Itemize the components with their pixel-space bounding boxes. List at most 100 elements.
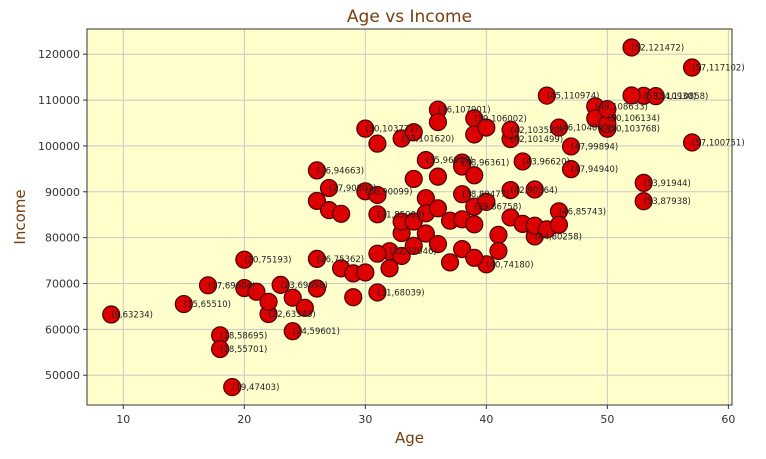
data-point-label: (46,85743) [559,207,606,217]
data-point-label: (31,85089) [377,210,424,220]
data-point-label: (50,106134) [607,114,660,124]
y-tick-label: 70000 [45,277,80,290]
data-point-label: (53,87938) [644,197,691,207]
data-point [283,288,302,307]
data-point [307,249,327,269]
data-point [344,288,363,307]
data-point-label: (23,69698) [281,281,328,291]
data-point-label: (19,47403) [232,383,279,393]
data-point-label: (53,91944) [644,179,691,189]
data-point-label: (30,103771) [365,125,418,135]
x-tick-label: 10 [116,413,130,426]
data-point-label: (24,59601) [293,327,340,337]
data-point-label: (39,106002) [474,114,527,124]
data-point [319,178,339,198]
data-point [368,185,387,205]
y-tick-label: 80000 [45,232,80,245]
data-point-label: (54,110858) [656,92,709,102]
data-point [404,236,423,255]
data-point [416,150,435,170]
data-point [634,173,653,192]
point-labels: (9,63234) (15,65510) (19,47403) (18,58695) (… [111,43,744,393]
data-point [453,185,472,204]
x-tick-label: 20 [237,413,251,426]
data-point [307,161,327,180]
data-point [368,205,387,224]
data-point-label: (26,94663) [317,166,364,176]
y-tick-label: 100000 [38,140,80,153]
data-point [489,225,508,244]
data-point-label: (47,99894) [571,142,618,152]
data-point [235,250,254,269]
data-point-label: (35,96910) [426,156,473,166]
data-point-label: (31,68039) [377,288,424,298]
data-point [295,298,314,317]
data-point [428,112,448,132]
data-point [622,86,641,105]
data-point-label: (42,103520) [511,126,564,136]
data-point [332,204,351,223]
data-point-label: (15,65510) [184,300,231,310]
data-point-label: (57,117102) [692,64,745,74]
data-point-label: (33,101620) [402,134,455,144]
data-point-label: (17,69604) [208,281,255,291]
data-point [356,119,375,138]
data-point [307,279,327,298]
data-point-label: (18,55701) [220,345,267,355]
data-point [404,123,423,142]
x-tick-label: 50 [600,413,614,426]
data-point [634,192,653,211]
data-point-label: (39,86758) [474,203,521,213]
data-point-label: (53,110930) [644,92,697,102]
data-point-label: (18,58695) [220,331,267,341]
data-point [392,246,411,266]
data-point [561,160,581,179]
data-point [477,118,496,137]
data-point-label: (52,121472) [632,43,685,53]
data-point [380,259,399,278]
grid [87,29,732,405]
data-point [416,224,435,243]
data-point [404,169,423,189]
data-point-label: (32,77046) [390,247,437,257]
data-point-label: (50,103768) [607,125,660,135]
data-point [646,87,665,106]
data-point-label: (57,100751) [692,138,745,148]
data-point [622,38,641,57]
data-point-label: (43,96620) [523,157,570,167]
data-point [598,100,617,119]
data-point-label: (22,63343) [269,310,316,320]
data-point [198,276,218,295]
y-tick-label: 90000 [45,186,80,199]
data-point-label: (20,75193) [244,256,291,266]
data-point [368,244,387,263]
data-point-label: (47,94940) [571,165,618,175]
x-axis-title: Age [395,429,424,447]
data-point [465,248,484,267]
data-point [211,339,230,359]
data-point-label: (40,74180) [486,260,533,270]
data-point [259,292,278,311]
y-tick-label: 110000 [38,94,80,107]
data-point [501,181,520,200]
data-point-label: (42,101499) [511,135,564,145]
plot-frame [86,28,733,406]
data-point-label: (26,75362) [317,255,364,265]
data-points [102,38,702,397]
data-point [223,378,242,397]
data-point [428,199,448,218]
data-point [525,180,544,199]
data-point-label: (42,90364) [511,186,558,196]
data-point [174,294,193,314]
chart-title: Age vs Income [347,7,472,27]
data-point [368,283,387,302]
y-tick-label: 50000 [45,369,80,382]
data-point [428,234,448,254]
data-point-label: (38,96361) [462,159,509,169]
data-point [465,215,484,234]
data-point [549,215,569,234]
data-point [307,191,327,211]
data-point-label: (44,80258) [535,232,582,242]
data-point-label: (45,110974) [547,92,600,102]
data-point [356,263,375,282]
